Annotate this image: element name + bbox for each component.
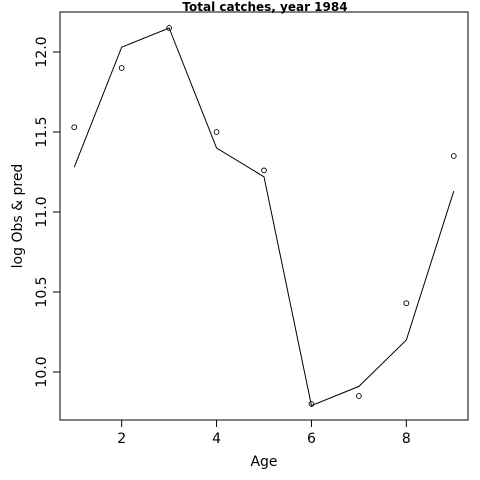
observed-point	[118, 65, 125, 71]
x-axis-title: Age	[250, 454, 277, 470]
x-tick-label: 4	[212, 431, 221, 447]
y-tick-label: 10.0	[34, 356, 50, 387]
predicted-line	[73, 27, 455, 407]
x-axis: 2 4 6 8	[117, 419, 411, 447]
y-axis: 10.0 10.5 11.0 11.5 12.0	[34, 36, 61, 388]
y-axis-title: log Obs & pred	[10, 164, 26, 269]
observed-point	[308, 401, 315, 407]
x-tick-label: 8	[402, 431, 411, 447]
x-tick-label: 2	[117, 431, 126, 447]
series-layer	[71, 25, 457, 407]
y-tick-label: 10.5	[34, 276, 50, 307]
x-tick-label: 6	[307, 431, 316, 447]
observed-point	[261, 167, 267, 174]
observed-point	[450, 153, 457, 159]
observed-point	[166, 25, 172, 31]
y-tick-label: 12.0	[34, 36, 50, 67]
observed-point	[213, 129, 220, 135]
observed-point	[356, 393, 362, 399]
observed-point	[71, 124, 78, 131]
y-tick-label: 11.0	[34, 196, 50, 227]
y-tick-label: 11.5	[34, 116, 50, 147]
observed-point	[403, 300, 410, 307]
chart-title: Total catches, year 1984	[182, 0, 347, 14]
